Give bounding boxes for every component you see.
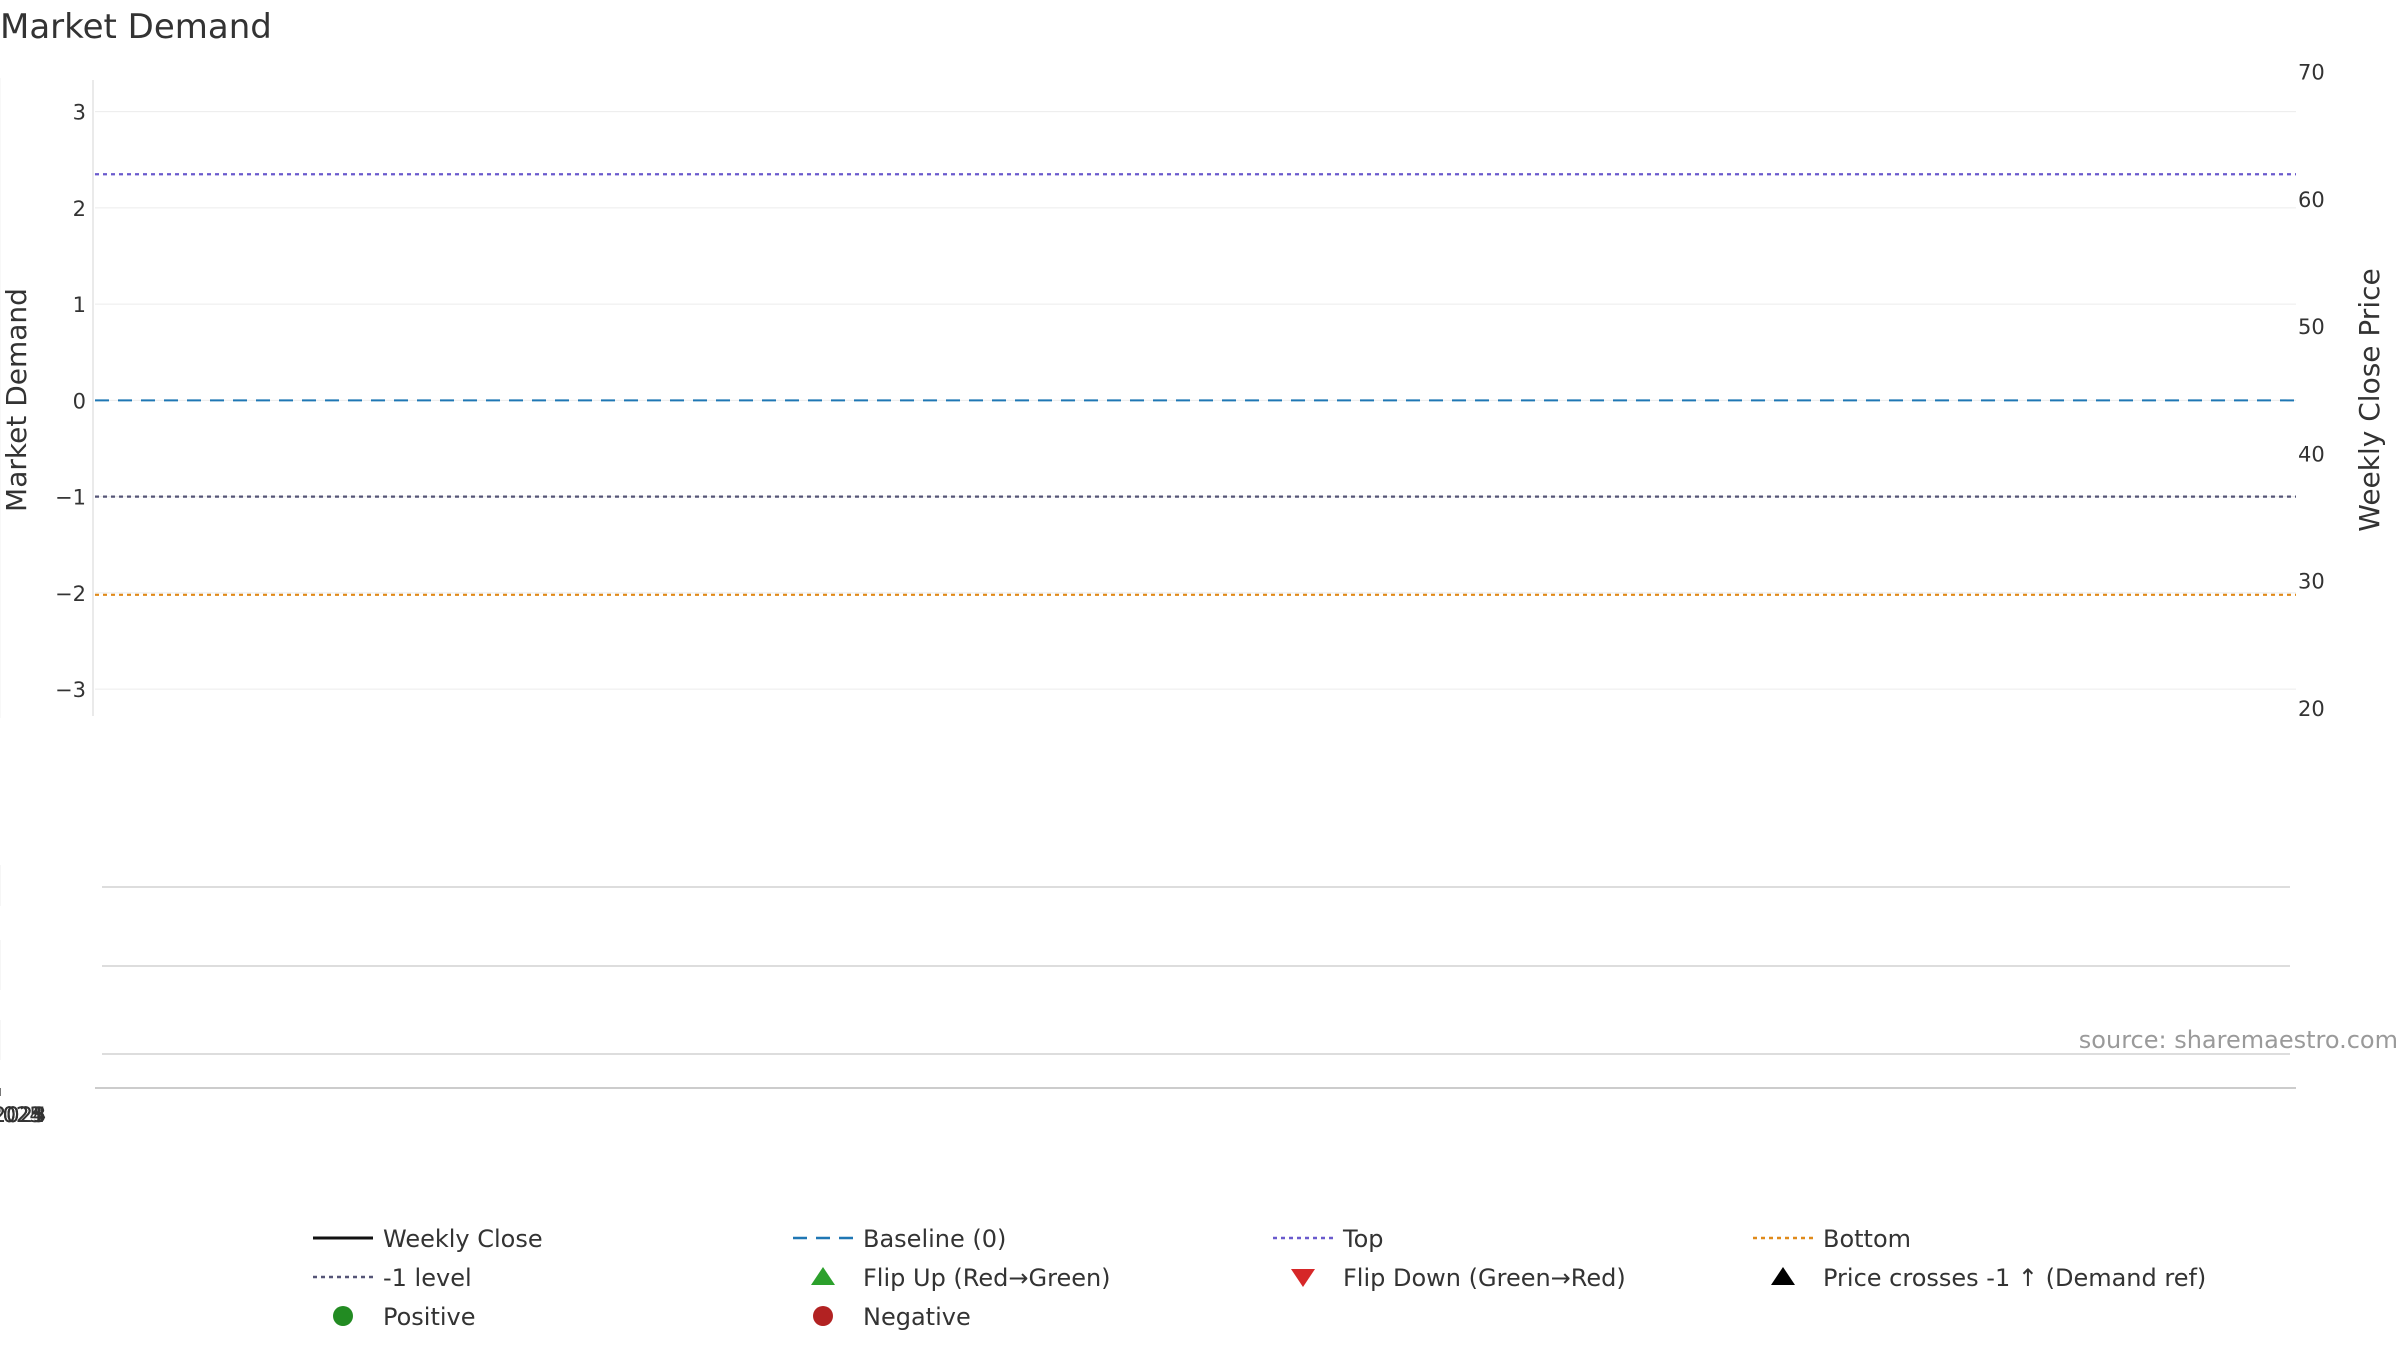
left-tick-label: −2 — [55, 582, 86, 606]
legend-item: Flip Up (Red→Green) — [811, 1264, 1111, 1292]
left-tick-label: 0 — [73, 389, 86, 413]
x-tick-label: Jul 2025 — [0, 1103, 43, 1127]
legend-swatch — [1771, 1267, 1795, 1285]
legend-item: Negative — [813, 1303, 971, 1331]
x-tick-label: Jan 2024 — [0, 1103, 46, 1127]
axes: −3 −2 −1 0 1 2 3 20 30 40 50 60 70 Jan 2023Jul 2023Ja… — [0, 61, 2325, 1127]
right-tick-label: 50 — [2298, 315, 2325, 339]
left-axis-label: Market Demand — [0, 288, 33, 512]
legend-item: Top — [1273, 1225, 1384, 1253]
left-tick-label: 2 — [73, 197, 86, 221]
legend-label: Positive — [383, 1303, 476, 1331]
reference-lines — [95, 173, 2296, 596]
legend-label: Price crosses -1 ↑ (Demand ref) — [1823, 1264, 2206, 1292]
right-tick-label: 20 — [2298, 697, 2325, 721]
left-tick-label: 1 — [73, 293, 86, 317]
legend-item: Flip Down (Green→Red) — [1291, 1264, 1626, 1292]
legend-item: Bottom — [1753, 1225, 1911, 1253]
flip-event-rows — [0, 865, 2290, 1060]
right-tick-label: 30 — [2298, 570, 2325, 594]
legend-item: Weekly Close — [313, 1225, 543, 1253]
legend-label: -1 level — [383, 1264, 472, 1292]
legend: Weekly Close Baseline (0) Top Bottom -1 leve… — [313, 1225, 2206, 1331]
legend-swatch — [333, 1306, 353, 1326]
x-tick-label: Jan 2025 — [0, 1103, 46, 1127]
legend-label: Top — [1342, 1225, 1384, 1253]
legend-item: -1 level — [313, 1264, 472, 1292]
legend-label: Flip Up (Red→Green) — [863, 1264, 1111, 1292]
legend-label: Baseline (0) — [863, 1225, 1006, 1253]
chart-title: Market Demand — [0, 7, 272, 47]
x-tick-label: Jan 2023 — [0, 1103, 46, 1127]
left-tick-label: −1 — [55, 486, 86, 510]
legend-item: Price crosses -1 ↑ (Demand ref) — [1771, 1264, 2206, 1292]
legend-item: Baseline (0) — [793, 1225, 1006, 1253]
x-tick-label: Jul 2023 — [0, 1103, 43, 1127]
source-credit: source: sharemaestro.com — [2079, 1026, 2398, 1054]
right-tick-label: 70 — [2298, 61, 2325, 85]
legend-item: Positive — [333, 1303, 476, 1331]
legend-label: Bottom — [1823, 1225, 1911, 1253]
left-tick-label: 3 — [73, 101, 86, 125]
legend-label: Flip Down (Green→Red) — [1343, 1264, 1626, 1292]
right-axis-label: Weekly Close Price — [2353, 268, 2386, 531]
right-tick-label: 40 — [2298, 442, 2325, 466]
left-tick-label: −3 — [55, 678, 86, 702]
gridlines — [0, 78, 2296, 718]
legend-swatch — [813, 1306, 833, 1326]
right-tick-label: 60 — [2298, 188, 2325, 212]
legend-swatch — [1291, 1269, 1315, 1287]
legend-label: Negative — [863, 1303, 971, 1331]
legend-swatch — [811, 1267, 835, 1285]
legend-label: Weekly Close — [383, 1225, 543, 1253]
x-tick-label: Jul 2024 — [0, 1103, 43, 1127]
